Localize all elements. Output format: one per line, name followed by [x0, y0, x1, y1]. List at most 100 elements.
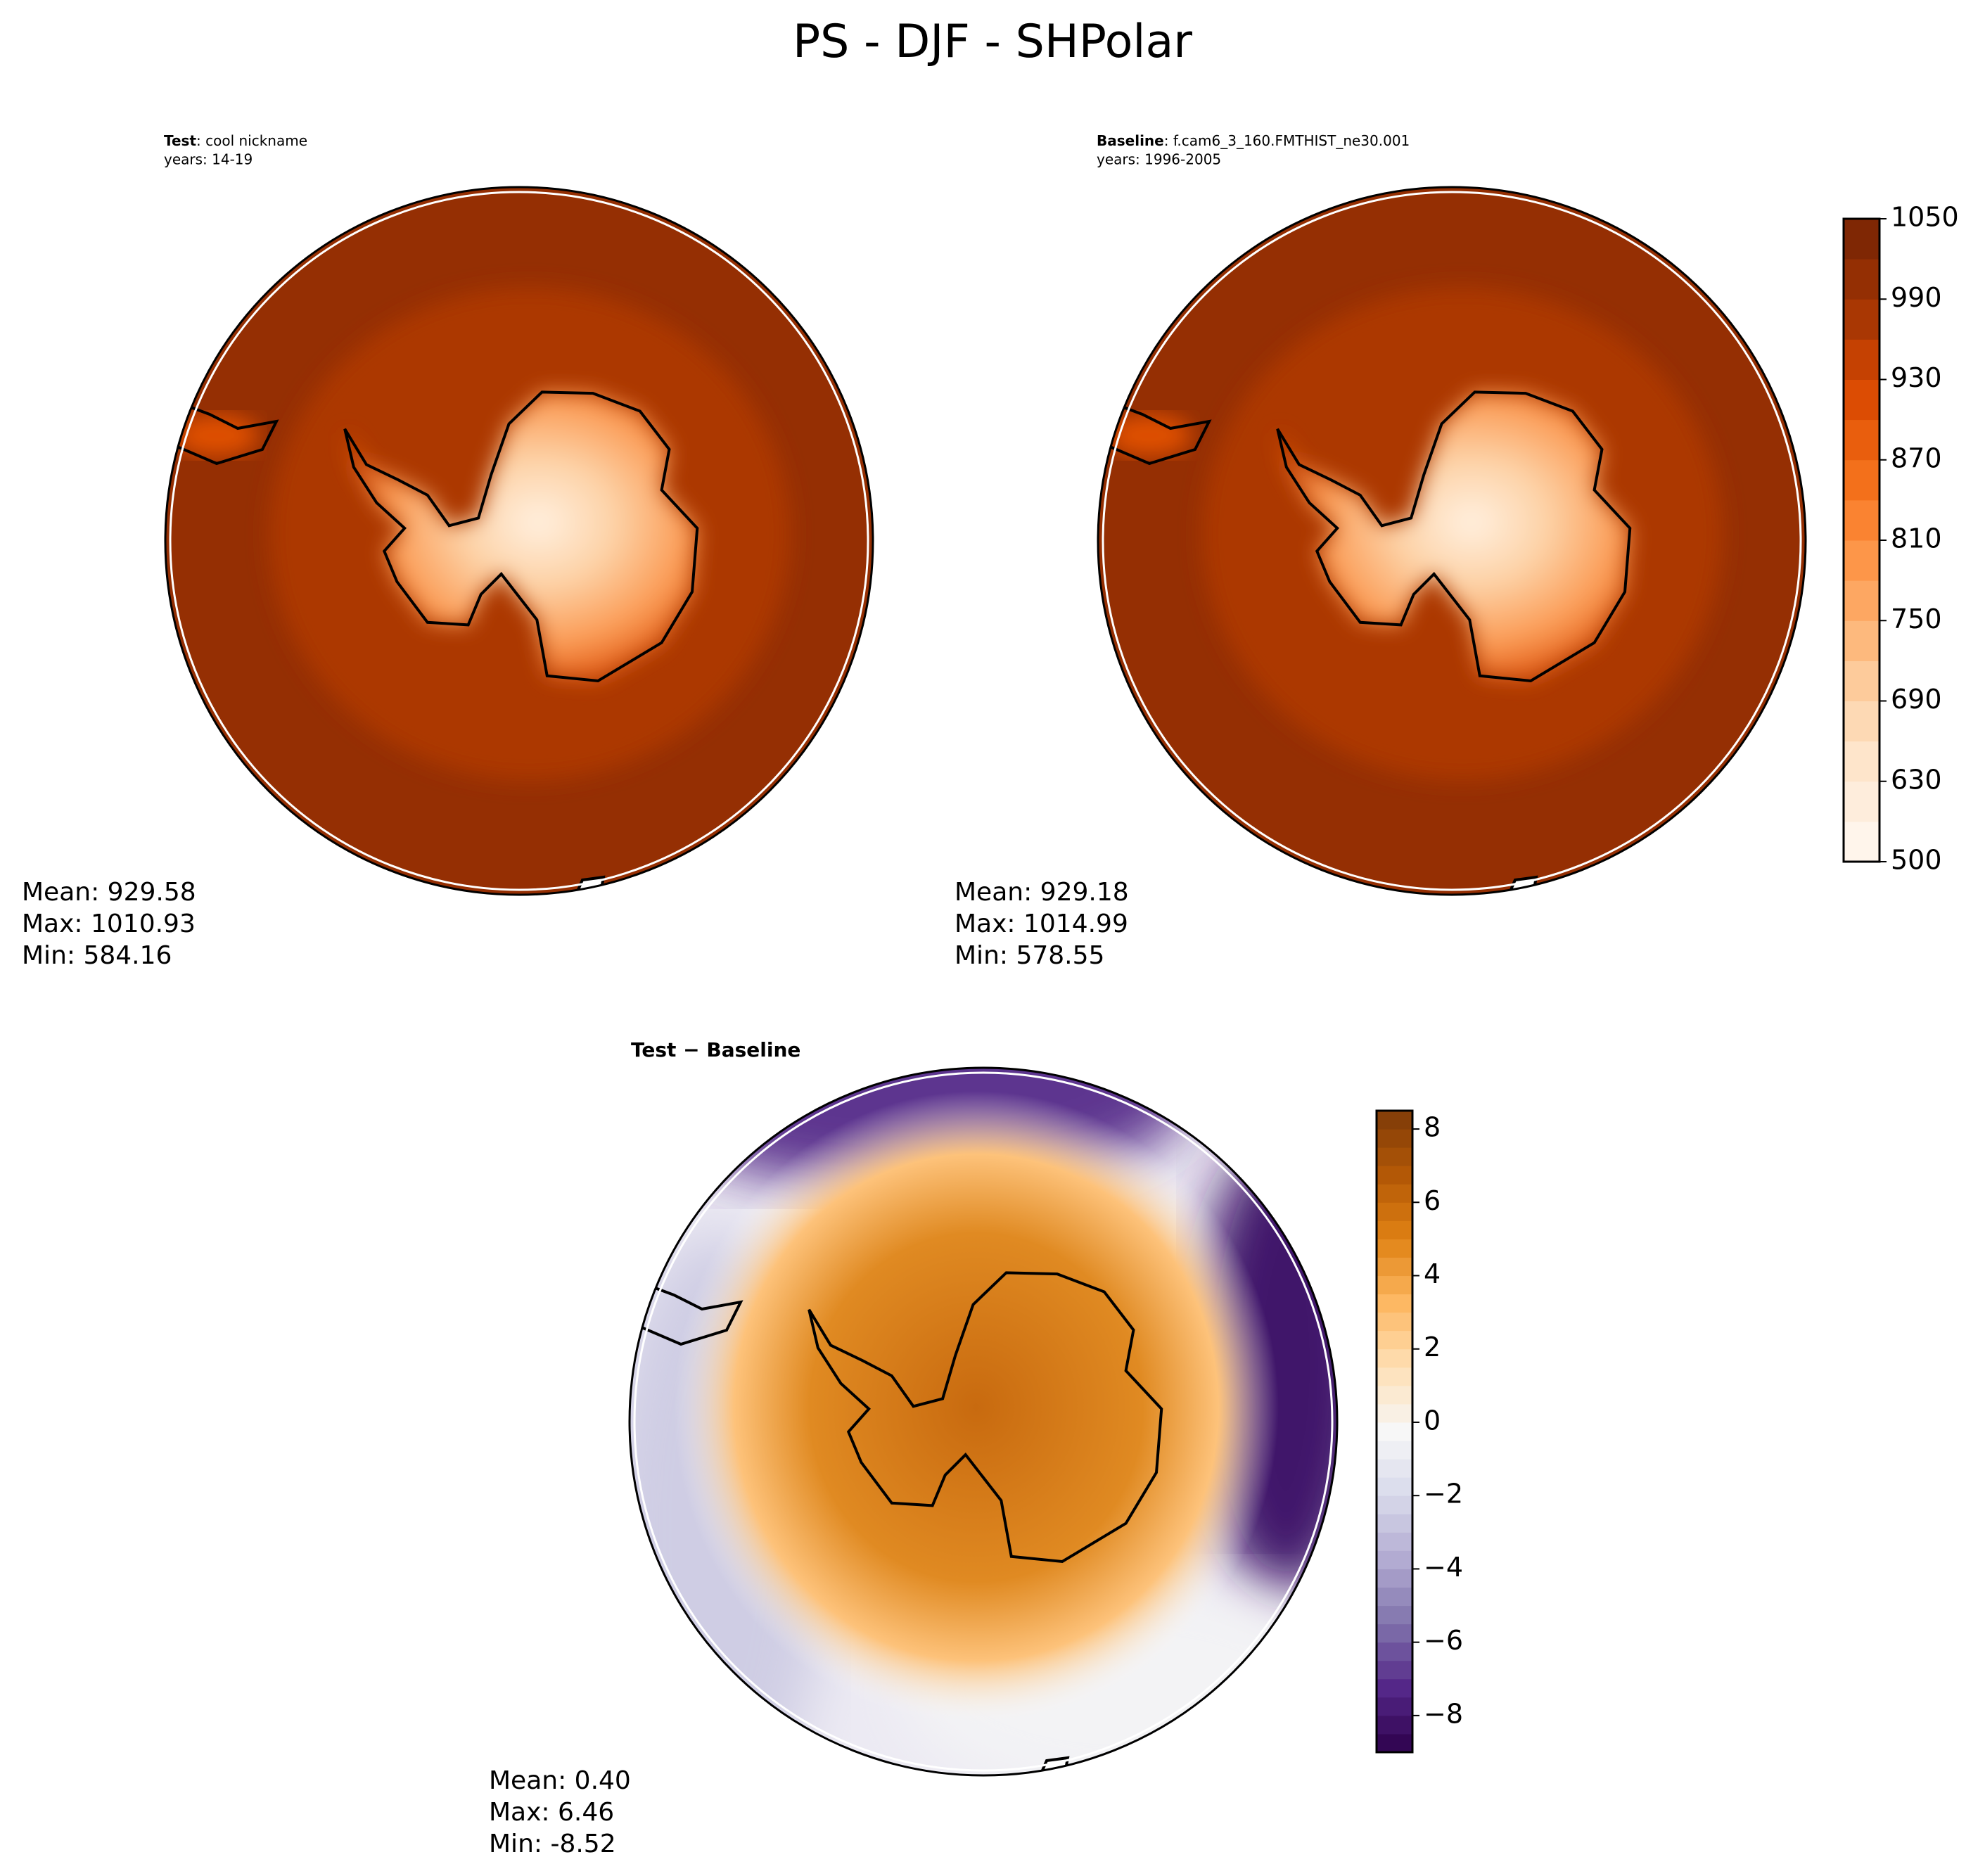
panel-title: Test: cool nickname — [164, 132, 307, 149]
colorbar-band — [1844, 781, 1879, 822]
colorbar-band — [1377, 1348, 1412, 1368]
colorbar-band — [1377, 1239, 1412, 1258]
colorbar-band — [1377, 1422, 1412, 1441]
map-border-inner — [633, 1071, 1334, 1772]
colorbar-tick-label: −2 — [1424, 1479, 1463, 1510]
colorbar-band — [1844, 741, 1879, 782]
colorbar-band — [1844, 299, 1879, 340]
peninsula-field — [1107, 414, 1192, 457]
colorbar-band — [1377, 1605, 1412, 1625]
map-panel: Baseline: f.cam6_3_160.FMTHIST_ne30.001y… — [955, 132, 1959, 971]
colorbar-tick-label: −6 — [1424, 1625, 1463, 1656]
stat-text: Min: 578.55 — [955, 941, 1104, 970]
colorbar-band — [1844, 379, 1879, 421]
colorbar-tick-label: 2 — [1424, 1332, 1441, 1363]
colorbar-tick-label: 6 — [1424, 1185, 1441, 1216]
colorbar-band — [1377, 1220, 1412, 1239]
map-border — [628, 1066, 1339, 1777]
panel-subtitle: years: 1996-2005 — [1097, 151, 1221, 168]
map-field — [630, 1068, 1337, 1775]
colorbar-band — [1844, 459, 1879, 501]
colorbar-tick-label: 990 — [1891, 282, 1942, 313]
colorbar-band — [1377, 1715, 1412, 1735]
stat-text: Mean: 929.58 — [22, 878, 196, 907]
colorbar-band — [1377, 1403, 1412, 1423]
colorbar-band — [1844, 499, 1879, 541]
colorbar-band — [1377, 1129, 1412, 1148]
colorbar-tick-label: 630 — [1891, 764, 1942, 795]
map-border-inner — [1102, 191, 1802, 891]
colorbar-band — [1377, 1587, 1412, 1607]
colorbar-band — [1377, 1385, 1412, 1405]
colorbar-tick-label: 810 — [1891, 523, 1942, 554]
colorbar-band — [1377, 1275, 1412, 1295]
map-field — [1098, 187, 1806, 895]
colorbar-tick-label: 750 — [1891, 604, 1942, 634]
stat-text: Mean: 0.40 — [489, 1766, 631, 1795]
colorbar-band — [1377, 1459, 1412, 1478]
colorbar-band — [1844, 821, 1879, 862]
map-border — [1097, 186, 1807, 896]
stat-text: Max: 6.46 — [489, 1798, 614, 1827]
coastline-peninsula — [167, 402, 279, 466]
coastline — [808, 1271, 1163, 1564]
panel-title: Test − Baseline — [631, 1038, 800, 1061]
colorbar-tick-label: 870 — [1891, 442, 1942, 473]
colorbar-band — [1844, 580, 1879, 621]
colorbar-band — [1377, 1441, 1412, 1460]
map-panel: Test − Baseline Mean: 0.40 Max: 6.46 Min: -… — [489, 1038, 1463, 1858]
colorbar-band — [1377, 1495, 1412, 1514]
panel-title-rest: : cool nickname — [196, 132, 307, 149]
colorbar-band — [1377, 1477, 1412, 1496]
map-panel: Test: cool nickname years: 14-19 Mean: 929… — [22, 132, 874, 970]
colorbar-band — [1844, 339, 1879, 380]
panel-title-rest: : f.cam6_3_160.FMTHIST_ne30.001 — [1164, 132, 1410, 149]
colorbar-band — [1377, 1678, 1412, 1698]
colorbar-tick-label: 690 — [1891, 684, 1942, 715]
colorbar-tick-label: 930 — [1891, 362, 1942, 393]
colorbar-band — [1377, 1569, 1412, 1588]
field-pos — [674, 1091, 1279, 1724]
map-border — [164, 186, 874, 896]
colorbar-tick-label: 8 — [1424, 1112, 1441, 1143]
stat-text: Mean: 929.18 — [955, 878, 1129, 907]
peninsula-field — [174, 414, 259, 457]
colorbar-band — [1377, 1166, 1412, 1185]
colorbar-band — [1844, 701, 1879, 742]
colorbar-tick-label: 500 — [1891, 845, 1942, 876]
colorbar-band — [1377, 1294, 1412, 1313]
map-field — [165, 187, 873, 895]
panel-title-bold: Test − Baseline — [631, 1038, 800, 1061]
colorbar-band — [1844, 219, 1879, 260]
colorbar-band — [1377, 1642, 1412, 1661]
colorbar-band — [1377, 1532, 1412, 1551]
colorbar-band — [1377, 1697, 1412, 1716]
stat-text: Min: -8.52 — [489, 1830, 616, 1858]
colorbar-band — [1377, 1660, 1412, 1680]
figure-title: PS - DJF - SHPolar — [793, 15, 1192, 68]
panel-title: Baseline: f.cam6_3_160.FMTHIST_ne30.001 — [1097, 132, 1410, 149]
colorbar-band — [1377, 1147, 1412, 1166]
colorbar-band — [1377, 1550, 1412, 1569]
colorbar-band — [1377, 1623, 1412, 1643]
coastline-peninsula — [631, 1283, 743, 1346]
colorbar-band — [1377, 1257, 1412, 1277]
colorbar-band — [1377, 1202, 1412, 1221]
map-border-inner — [169, 191, 869, 891]
colorbar-band — [1377, 1111, 1412, 1130]
stat-text: Min: 584.16 — [22, 941, 172, 970]
coastline — [343, 390, 699, 683]
colorbar-band — [1377, 1312, 1412, 1332]
colorbar-frame — [1375, 1109, 1414, 1754]
panel-subtitle: years: 14-19 — [164, 151, 253, 168]
colorbar-band — [1844, 661, 1879, 701]
colorbar-band — [1844, 259, 1879, 300]
land-field — [1277, 392, 1630, 681]
coastline-peninsula — [1099, 402, 1212, 466]
coastline — [1276, 390, 1632, 683]
colorbar-band — [1377, 1330, 1412, 1350]
colorbar-band — [1844, 620, 1879, 661]
colorbar-band — [1377, 1514, 1412, 1533]
colorbar-band — [1377, 1184, 1412, 1203]
